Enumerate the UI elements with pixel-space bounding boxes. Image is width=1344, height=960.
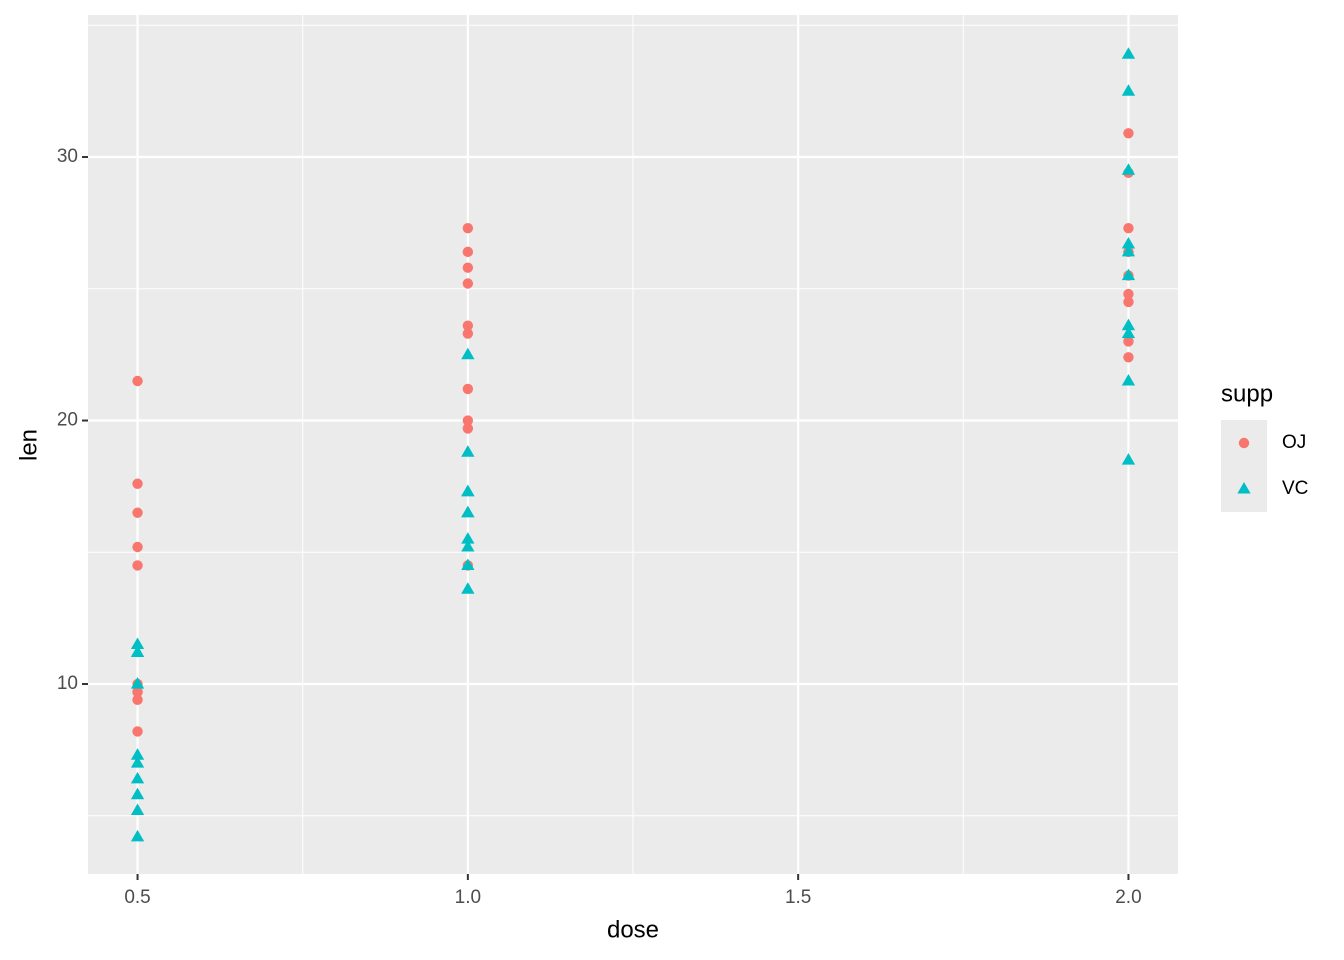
legend-symbol <box>1237 482 1251 494</box>
point <box>1121 326 1136 339</box>
y-tick-label: 30 <box>57 146 78 167</box>
legend-label: OJ <box>1282 432 1306 453</box>
x-tick-label: 1.5 <box>785 887 811 908</box>
point <box>461 540 475 552</box>
x-axis-title: dose <box>607 916 659 943</box>
point <box>132 686 143 698</box>
point <box>130 637 145 650</box>
x-tick-label: 2.0 <box>1115 887 1141 908</box>
point <box>462 383 474 395</box>
y-tick-label: 20 <box>57 410 78 431</box>
point <box>130 645 145 657</box>
point <box>1123 296 1134 308</box>
point <box>1121 373 1136 386</box>
point <box>461 505 475 518</box>
point <box>462 320 474 331</box>
point <box>130 803 145 816</box>
point <box>132 507 143 518</box>
point <box>132 375 143 387</box>
point <box>461 532 475 544</box>
point <box>461 582 475 594</box>
point <box>462 246 474 258</box>
point <box>1123 352 1134 363</box>
point <box>1121 47 1136 59</box>
point <box>132 694 143 706</box>
point <box>1123 128 1134 139</box>
point <box>1123 288 1134 300</box>
point <box>132 541 143 553</box>
point <box>130 677 145 689</box>
point <box>462 222 474 234</box>
x-tick-label: 1.0 <box>455 887 481 908</box>
point <box>130 756 145 768</box>
point <box>1123 222 1134 234</box>
point <box>130 771 145 784</box>
point <box>462 415 474 426</box>
point <box>462 423 474 434</box>
point <box>461 347 475 360</box>
point <box>461 558 475 570</box>
point <box>130 748 145 760</box>
point <box>132 478 143 489</box>
point <box>462 262 474 273</box>
x-tick-label: 0.5 <box>124 887 150 908</box>
grid <box>88 15 1178 874</box>
point <box>462 328 474 339</box>
point <box>1121 163 1136 175</box>
point <box>1121 244 1136 257</box>
point <box>1123 336 1134 347</box>
point <box>1121 268 1136 281</box>
point <box>461 445 475 457</box>
legend-symbol <box>1238 437 1250 449</box>
point <box>132 560 143 571</box>
legend-title: supp <box>1221 380 1273 407</box>
point <box>1121 236 1136 249</box>
point <box>132 726 143 737</box>
point <box>130 829 145 842</box>
point <box>462 278 474 289</box>
legend-label: VC <box>1282 478 1308 499</box>
point <box>1121 318 1136 331</box>
y-axis-title: len <box>15 429 42 461</box>
y-tick-label: 10 <box>57 673 78 694</box>
point <box>130 787 145 800</box>
point <box>1121 84 1136 96</box>
point <box>461 484 475 497</box>
point <box>1121 453 1136 465</box>
points <box>130 47 1136 842</box>
